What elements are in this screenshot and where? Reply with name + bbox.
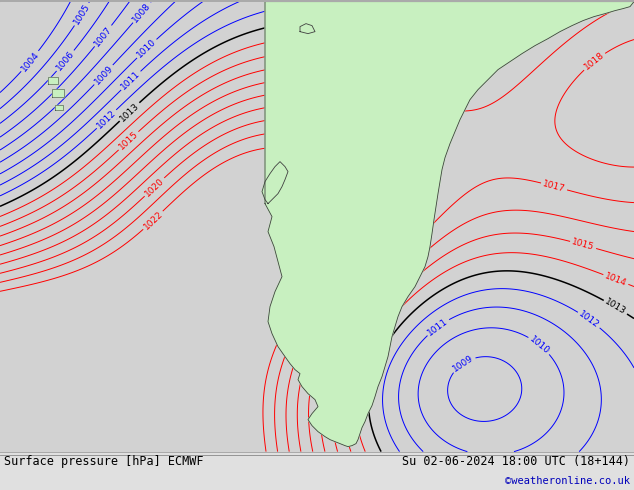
Text: 1007: 1007 <box>93 24 113 48</box>
Text: Surface pressure [hPa] ECMWF: Surface pressure [hPa] ECMWF <box>4 455 204 468</box>
Text: 1015: 1015 <box>117 130 140 152</box>
Text: 1004: 1004 <box>19 49 41 73</box>
Polygon shape <box>265 1 634 446</box>
Text: 1016: 1016 <box>529 18 553 40</box>
Text: Su 02-06-2024 18:00 UTC (18+144): Su 02-06-2024 18:00 UTC (18+144) <box>402 455 630 468</box>
Text: 1019: 1019 <box>342 271 363 295</box>
Text: 1015: 1015 <box>571 238 595 252</box>
Text: 1017: 1017 <box>542 179 566 194</box>
Text: 1013: 1013 <box>118 101 141 123</box>
Text: 1022: 1022 <box>141 209 164 231</box>
Text: 1018: 1018 <box>583 50 606 72</box>
Text: 1013: 1013 <box>604 297 628 317</box>
Polygon shape <box>52 89 64 97</box>
Text: 1012: 1012 <box>95 108 118 130</box>
Text: 1010: 1010 <box>527 334 552 356</box>
Text: 1018: 1018 <box>372 250 393 274</box>
Polygon shape <box>262 162 288 204</box>
Text: 1009: 1009 <box>451 353 476 373</box>
Polygon shape <box>55 105 63 110</box>
Text: 1012: 1012 <box>577 309 601 330</box>
Text: 1014: 1014 <box>604 271 628 288</box>
Text: 1016: 1016 <box>399 254 422 277</box>
Text: 1011: 1011 <box>426 317 450 338</box>
Text: 1010: 1010 <box>135 37 158 60</box>
Text: 1021: 1021 <box>300 297 320 321</box>
Text: 1020: 1020 <box>143 176 166 198</box>
Text: 1009: 1009 <box>93 63 115 86</box>
Text: 1017: 1017 <box>389 90 414 105</box>
Text: 1005: 1005 <box>72 2 92 26</box>
Polygon shape <box>48 76 58 84</box>
Polygon shape <box>300 24 315 34</box>
Text: 1011: 1011 <box>119 70 142 92</box>
Text: 1006: 1006 <box>55 49 76 73</box>
Text: ©weatheronline.co.uk: ©weatheronline.co.uk <box>505 476 630 486</box>
Text: 1014: 1014 <box>348 33 372 43</box>
Text: 1008: 1008 <box>131 1 153 24</box>
